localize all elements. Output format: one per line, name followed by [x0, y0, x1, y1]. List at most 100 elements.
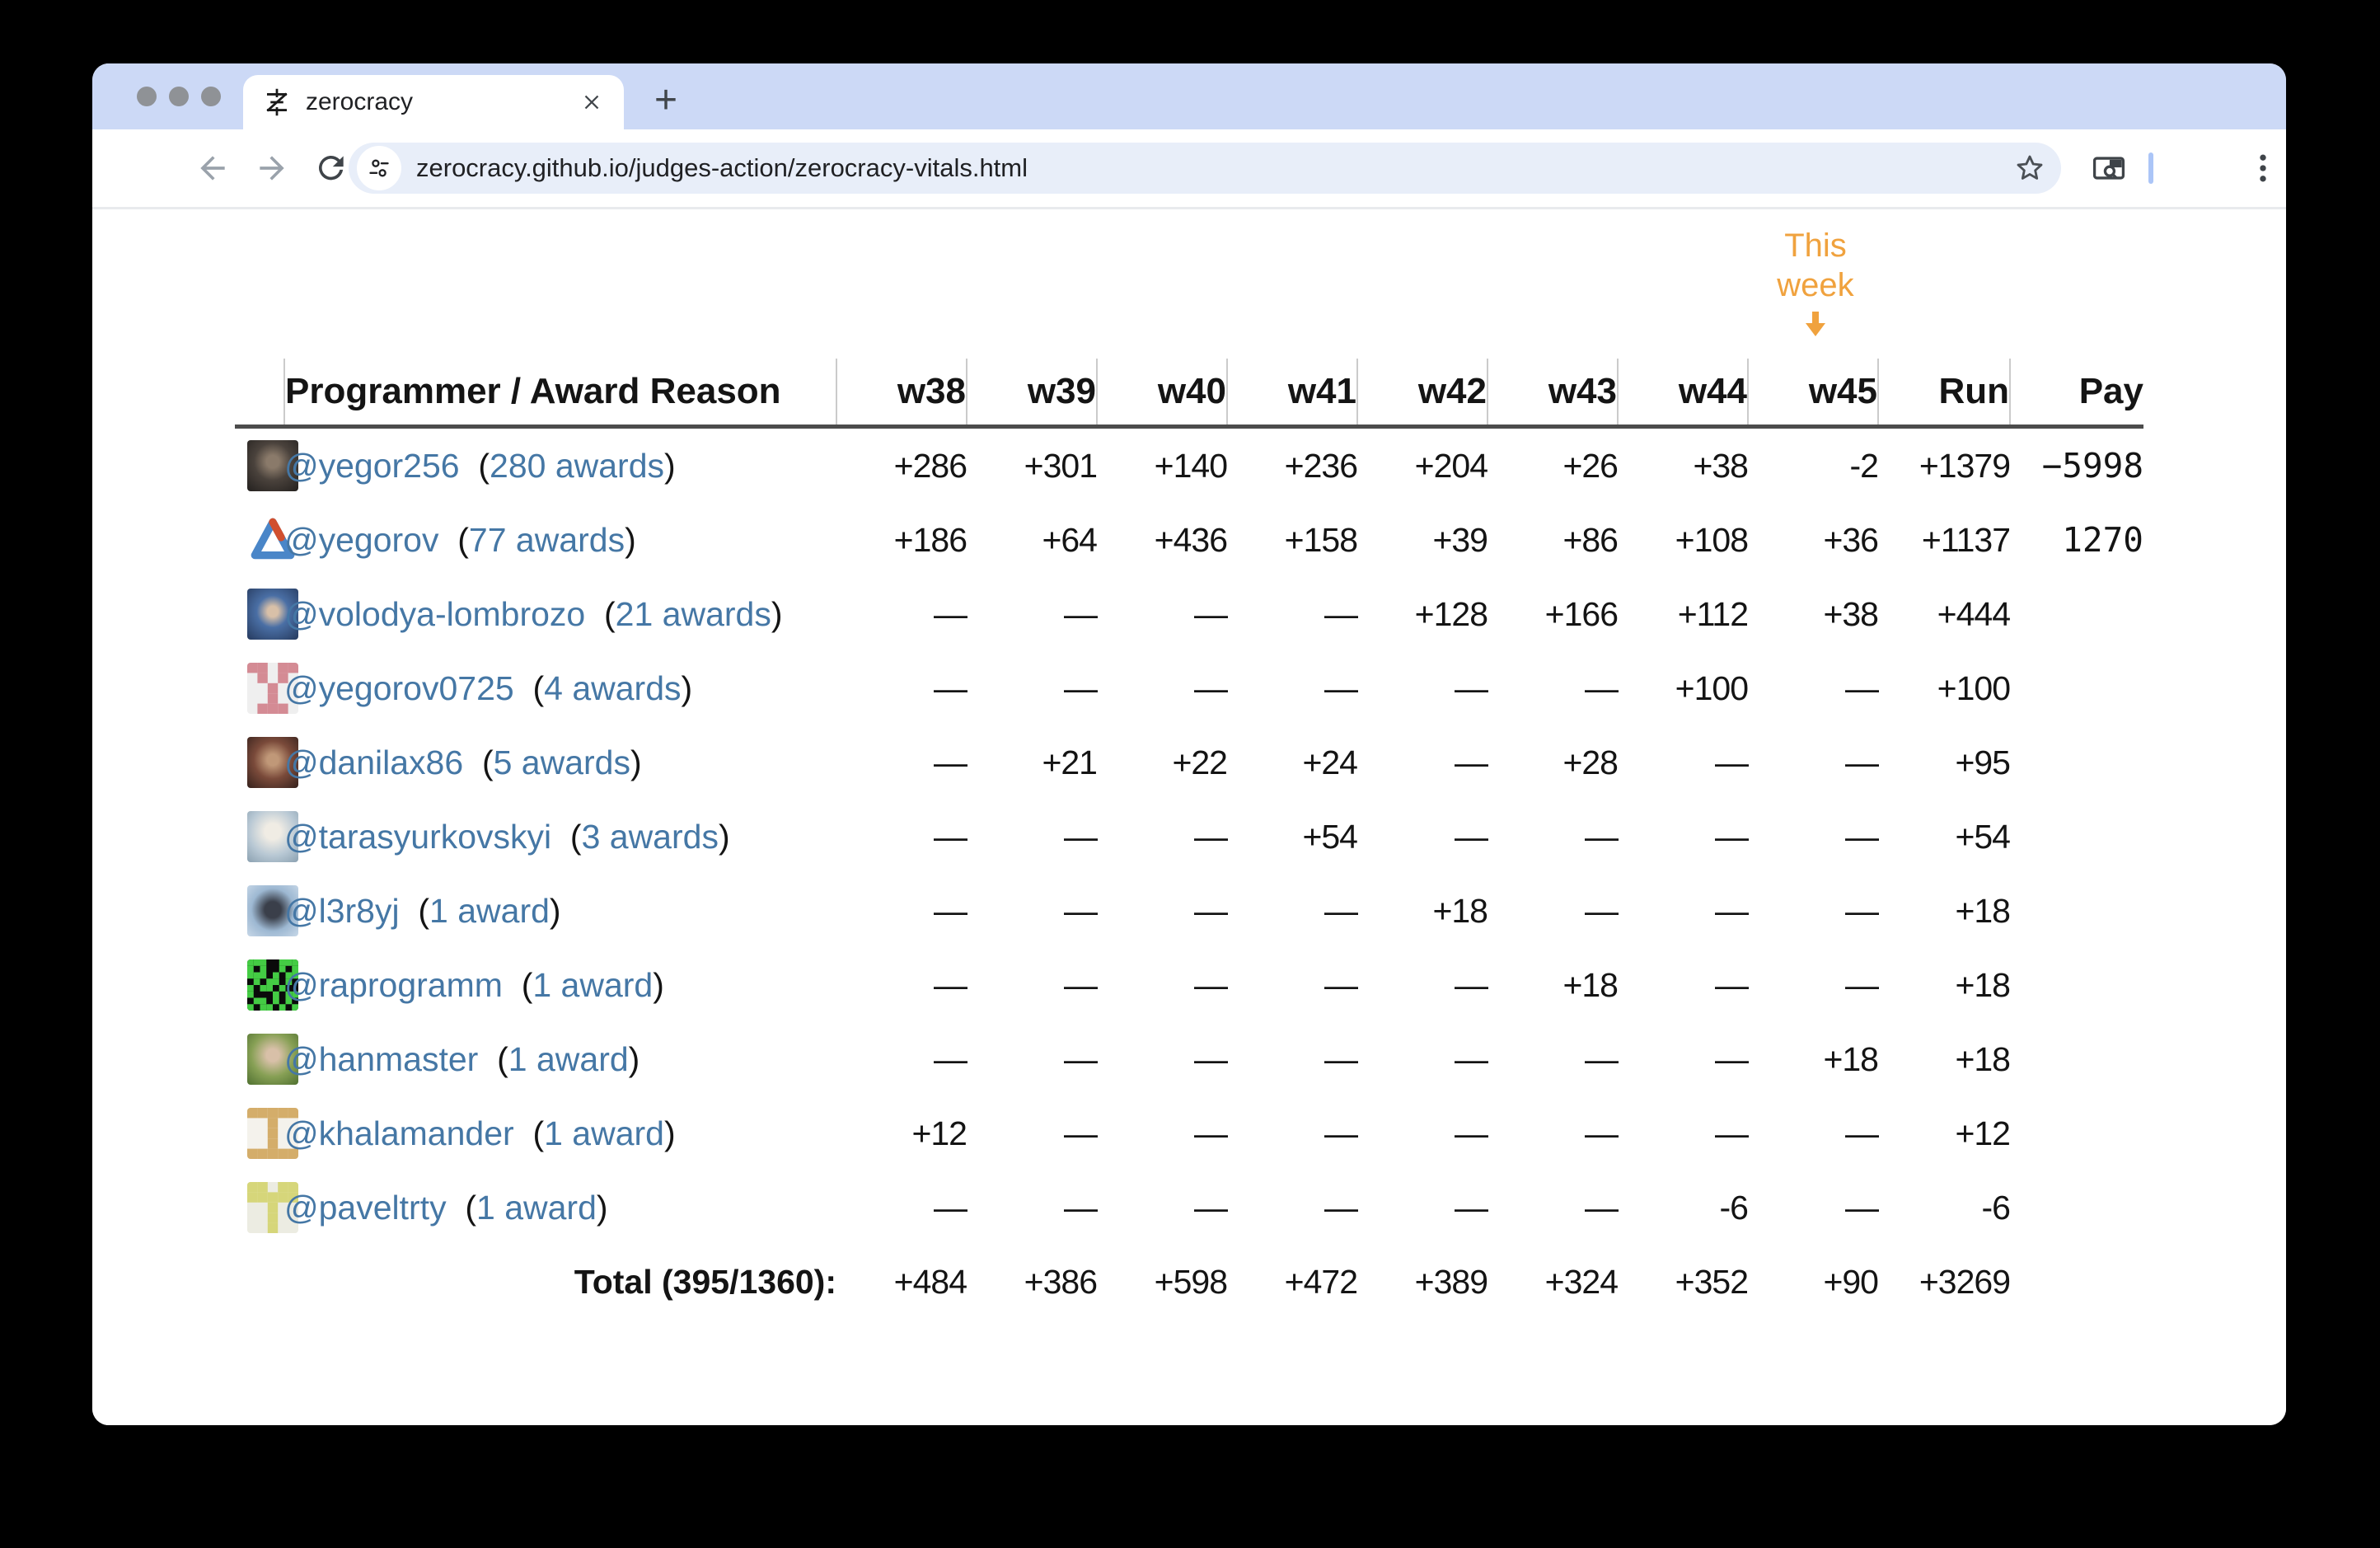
- run-column-header: Run: [1878, 359, 2011, 429]
- week-column-header: w45: [1748, 359, 1879, 429]
- week-value-cell: —: [1845, 668, 1879, 707]
- pay-value-cell: [2010, 874, 2143, 948]
- run-value-cell: +18: [1955, 965, 2011, 1004]
- avatar[interactable]: [247, 885, 298, 936]
- paren-open: (: [463, 743, 494, 781]
- run-value-cell: +95: [1955, 743, 2011, 781]
- avatar[interactable]: [247, 1108, 298, 1159]
- programmer-column-header: Programmer / Award Reason: [284, 359, 837, 429]
- week-value-cell: —: [934, 1188, 967, 1227]
- awards-link[interactable]: 21 awards: [615, 594, 771, 633]
- total-week-value: +598: [1154, 1262, 1228, 1301]
- week-value-cell: —: [1064, 668, 1098, 707]
- url-text[interactable]: zerocracy.github.io/judges-action/zerocr…: [416, 153, 1028, 182]
- traffic-light-buttons[interactable]: [137, 87, 221, 106]
- browser-tab-zerocracy[interactable]: zerocracy: [243, 75, 624, 129]
- new-tab-icon[interactable]: +: [654, 78, 678, 122]
- week-value-cell: —: [934, 1039, 967, 1078]
- url-bar[interactable]: zerocracy.github.io/judges-action/zerocr…: [349, 143, 2061, 194]
- awards-link[interactable]: 1 award: [532, 965, 654, 1004]
- week-value-cell: +86: [1562, 520, 1619, 559]
- week-value-cell: +140: [1154, 446, 1228, 485]
- table-row: @raprogramm (1 award) — — — — — +18 — — +18: [235, 948, 2143, 1022]
- username-link[interactable]: @yegorov: [284, 520, 439, 559]
- week-value-cell: +236: [1284, 446, 1358, 485]
- table-row: @danilax86 (5 awards) — +21 +22 +24 — +28 — — +95: [235, 725, 2143, 800]
- avatar[interactable]: [247, 589, 298, 640]
- avatar[interactable]: [247, 959, 298, 1011]
- week-value-cell: —: [1715, 743, 1749, 781]
- table-row: @khalamander (1 award) +12 — — — — — — — +12: [235, 1096, 2143, 1170]
- avatar[interactable]: [247, 514, 298, 565]
- avatar-column-header: [235, 359, 285, 429]
- week-value-cell: +112: [1677, 594, 1749, 633]
- avatar[interactable]: [247, 1034, 298, 1085]
- total-week-value: +389: [1414, 1262, 1488, 1301]
- username-link[interactable]: @volodya-lombrozo: [284, 594, 586, 633]
- avatar[interactable]: [247, 1182, 298, 1233]
- username-link[interactable]: @yegorov0725: [284, 668, 514, 707]
- week-value-cell: +54: [1302, 817, 1358, 856]
- awards-link[interactable]: 1 award: [508, 1039, 629, 1078]
- awards-link[interactable]: 3 awards: [581, 817, 719, 856]
- table-row: @yegorov0725 (4 awards) — — — — — — +100 — +100: [235, 651, 2143, 725]
- week-value-cell: —: [1455, 1188, 1488, 1227]
- week-value-cell: —: [1194, 965, 1228, 1004]
- reload-icon[interactable]: [313, 150, 349, 186]
- awards-link[interactable]: 5 awards: [493, 743, 630, 781]
- menu-kebab-icon[interactable]: [2245, 150, 2281, 186]
- week-column-header: w41: [1227, 359, 1358, 429]
- run-value-cell: +444: [1937, 594, 2011, 633]
- username-link[interactable]: @yegor256: [284, 446, 460, 485]
- awards-link[interactable]: 1 award: [544, 1114, 664, 1152]
- username-link[interactable]: @raprogramm: [284, 965, 503, 1004]
- week-value-cell: +108: [1675, 520, 1749, 559]
- table-row: @hanmaster (1 award) — — — — — — — +18 +18: [235, 1022, 2143, 1096]
- paren-open: (: [551, 817, 582, 856]
- week-value-cell: -6: [1719, 1188, 1749, 1227]
- pay-value-cell: [2010, 1096, 2143, 1170]
- avatar[interactable]: [247, 440, 298, 491]
- week-value-cell: +166: [1544, 594, 1619, 633]
- awards-link[interactable]: 280 awards: [490, 446, 664, 485]
- site-settings-icon[interactable]: [357, 146, 401, 190]
- window-control-dot[interactable]: [169, 87, 189, 106]
- avatar-cell: [235, 1096, 298, 1170]
- week-value-cell: +21: [1042, 743, 1098, 781]
- avatar[interactable]: [247, 663, 298, 714]
- awards-link[interactable]: 4 awards: [544, 668, 682, 707]
- window-control-dot[interactable]: [137, 87, 157, 106]
- username-link[interactable]: @khalamander: [284, 1114, 514, 1152]
- awards-link[interactable]: 77 awards: [468, 520, 625, 559]
- awards-link[interactable]: 1 award: [429, 891, 550, 930]
- total-week-value: +386: [1024, 1262, 1098, 1301]
- week-value-cell: —: [1064, 1039, 1098, 1078]
- week-value-cell: —: [1715, 817, 1749, 856]
- run-value-cell: +100: [1937, 668, 2011, 707]
- week-value-cell: —: [1194, 1188, 1228, 1227]
- week-value-cell: —: [1585, 668, 1619, 707]
- avatar-cell: [235, 725, 298, 800]
- avatar[interactable]: [247, 811, 298, 862]
- close-icon[interactable]: [579, 90, 604, 115]
- username-link[interactable]: @danilax86: [284, 743, 464, 781]
- username-link[interactable]: @tarasyurkovskyi: [284, 817, 552, 856]
- bookmark-star-icon[interactable]: [2013, 152, 2046, 185]
- down-arrow-icon: [1806, 312, 1825, 336]
- username-link[interactable]: @paveltrty: [284, 1188, 447, 1227]
- window-control-dot[interactable]: [201, 87, 221, 106]
- week-value-cell: —: [1064, 1114, 1098, 1152]
- pay-column-header: Pay: [2010, 359, 2143, 429]
- back-icon[interactable]: [194, 150, 231, 186]
- avatar[interactable]: [247, 737, 298, 788]
- awards-link[interactable]: 1 award: [476, 1188, 597, 1227]
- paren-open: (: [446, 1188, 477, 1227]
- tab-strip: zerocracy +: [92, 63, 2286, 129]
- side-panel-search-icon[interactable]: [2091, 150, 2127, 186]
- username-link[interactable]: @hanmaster: [284, 1039, 479, 1078]
- username-link[interactable]: @l3r8yj: [284, 891, 400, 930]
- pay-value-cell: [2010, 800, 2143, 874]
- week-value-cell: —: [934, 891, 967, 930]
- forward-icon[interactable]: [254, 150, 290, 186]
- paren-open: (: [438, 520, 469, 559]
